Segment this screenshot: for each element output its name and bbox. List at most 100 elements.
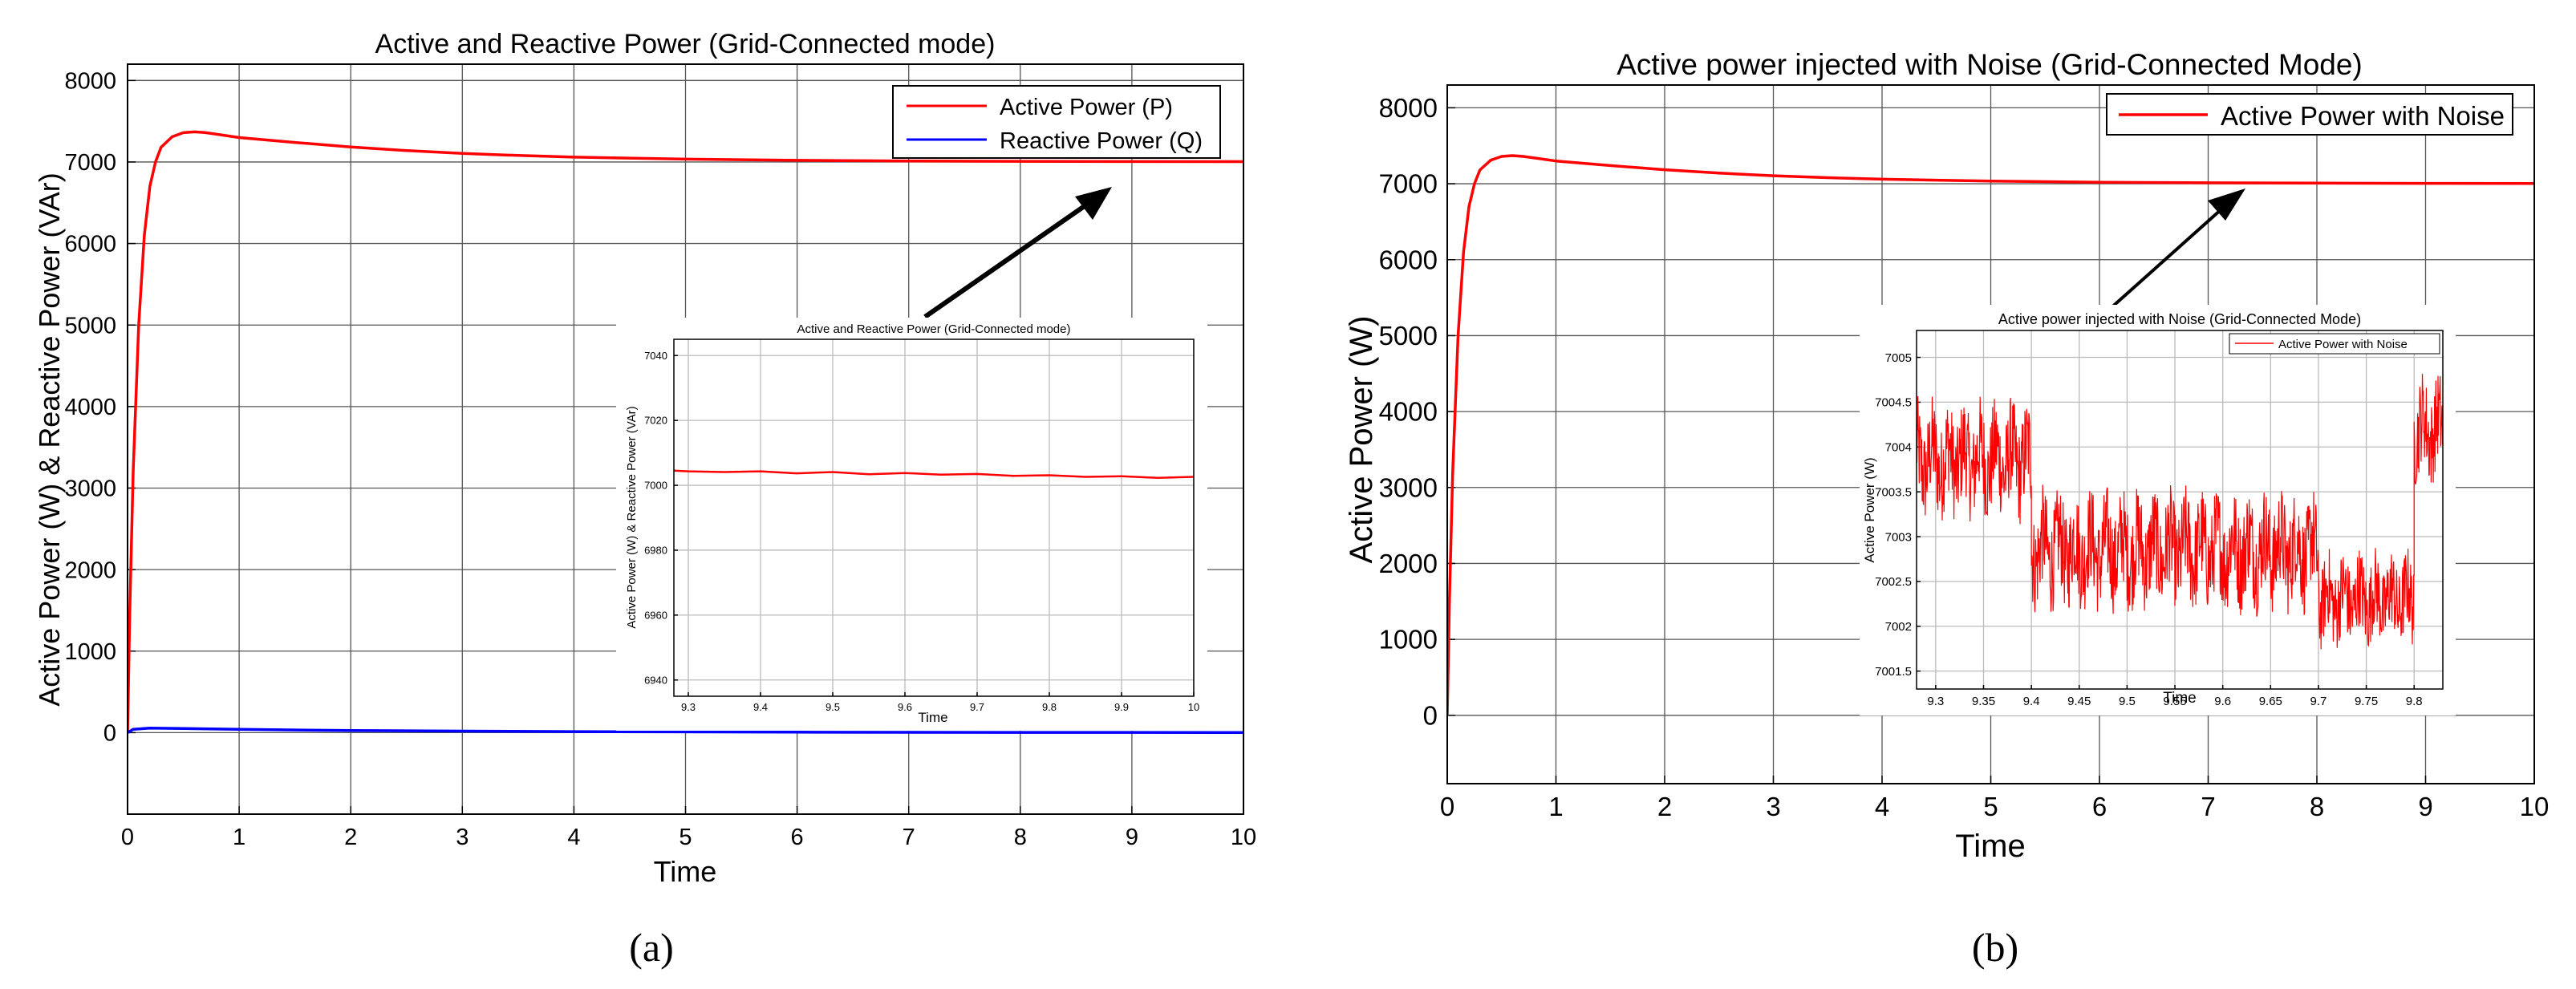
panel-a-x-tick-label: 6	[791, 825, 804, 850]
panel-a-series-active-power	[128, 130, 1243, 733]
panel-b-series	[1447, 154, 2534, 715]
panel-b-inset-legend: Active Power with Noise	[2229, 333, 2440, 355]
panel-a-x-tick-label: 9	[1126, 825, 1138, 850]
panel-a-inset-x-tick-label: 9.5	[826, 701, 840, 713]
panel-b-x-tick-label: 10	[2520, 792, 2550, 821]
panel-a: Active and Reactive Power (Grid-Connecte…	[33, 29, 1256, 888]
panel-a-series-reactive-power	[128, 727, 1243, 734]
panel-a-y-tick-label: 0	[103, 721, 116, 747]
panel-b-x-tick-label: 3	[1766, 792, 1780, 821]
panel-b-zoom-arrow	[2107, 188, 2245, 311]
panel-b-legend-label: Active Power with Noise	[2221, 101, 2505, 131]
panel-a-inset-y-tick-label: 7000	[644, 480, 667, 492]
panel-a-inset-y-tick-label: 7020	[644, 415, 667, 427]
panel-a-inset-grid	[674, 339, 1195, 696]
panel-a-x-tick-label: 1	[233, 825, 245, 850]
panel-b-inset-x-tick-label: 9.3	[1927, 695, 1944, 708]
panel-a-y-tick-label: 8000	[64, 68, 116, 94]
panel-a-inset-title: Active and Reactive Power (Grid-Connecte…	[797, 322, 1071, 336]
panel-b-x-tick-label: 9	[2418, 792, 2432, 821]
panel-b-inset-x-tick-label: 9.5	[2119, 695, 2136, 708]
panel-a-inset-x-tick-label: 9.8	[1042, 701, 1057, 713]
panel-b-inset-y-tick-label: 7003.5	[1875, 485, 1912, 499]
panel-b-y-tick-label: 3000	[1379, 472, 1438, 502]
panel-b-inset-frame	[1916, 330, 2444, 690]
panel-b-inset-y-tick-label: 7004.5	[1875, 396, 1912, 410]
panel-a-y-tick-label: 6000	[64, 232, 116, 257]
panel-b-inset-y-tick-label: 7005	[1885, 351, 1912, 365]
panel-b-inset-x-axis-label: Time	[2163, 690, 2197, 707]
panel-a-y-ticks: 0 1000 2000 3000 4000 5000 6000 7000 8000	[64, 68, 136, 747]
panel-a-legend-label-q: Reactive Power (Q)	[1000, 128, 1203, 154]
panel-a-inset-background	[616, 318, 1207, 731]
panel-b-inset-legend-label: Active Power with Noise	[2278, 338, 2408, 351]
panel-b-inset-y-tick-label: 7003	[1885, 530, 1912, 544]
panel-a-y-tick-label: 7000	[64, 150, 116, 176]
panel-b-inset-x-ticks: 9.3 9.35 9.4 9.45 9.5 9.55 9.6 9.65 9.7 9.75 9.8	[1927, 685, 2423, 708]
caption-a: (a)	[629, 925, 674, 970]
panel-b-inset-x-tick-label: 9.6	[2214, 695, 2231, 708]
panel-b-inset: Active power injected with Noise (Grid-C…	[1860, 305, 2456, 715]
panel-a-inset-x-tick-label: 9.4	[753, 701, 768, 713]
panel-b-y-tick-label: 0	[1423, 700, 1438, 730]
panel-b-x-tick-label: 4	[1875, 792, 1889, 821]
panel-b-y-tick-label: 7000	[1379, 169, 1438, 199]
panel-a-x-tick-label: 8	[1014, 825, 1027, 850]
panel-a-inset-x-tick-label: 9.7	[970, 701, 984, 713]
panel-b-title: Active power injected with Noise (Grid-C…	[1617, 48, 2363, 81]
panel-b-inset-x-tick-label: 9.8	[2406, 695, 2423, 708]
panel-b-inset-y-tick-label: 7002	[1885, 620, 1912, 634]
panel-b-y-axis-label: Active Power (W)	[1344, 316, 1379, 564]
panel-b-inset-title: Active power injected with Noise (Grid-C…	[1998, 311, 2361, 327]
panel-a-legend: Active Power (P) Reactive Power (Q)	[892, 85, 1221, 159]
panel-b-inset-y-ticks: 7001.5 7002 7002.5 7003 7003.5 7004 7004.5 7005	[1875, 351, 1921, 679]
panel-a-y-tick-label: 5000	[64, 313, 116, 338]
panel-b-y-ticks: 0 1000 2000 3000 4000 5000 6000 7000 8000	[1379, 93, 1455, 730]
panel-b-y-tick-label: 4000	[1379, 397, 1438, 427]
panel-a-inset-y-tick-label: 7040	[644, 350, 667, 362]
panel-b-y-tick-label: 5000	[1379, 321, 1438, 351]
panel-b-inset-x-tick-label: 9.55	[2163, 695, 2186, 708]
panel-b-x-tick-label: 6	[2092, 792, 2107, 821]
panel-a-inset-x-tick-label: 9.6	[898, 701, 912, 713]
panel-a-inset-x-tick-label: 9.3	[681, 701, 696, 713]
panel-b-inset-series	[1917, 374, 2443, 650]
panel-b-y-tick-label: 1000	[1379, 625, 1438, 655]
panel-a-inset-x-tick-label: 9.9	[1114, 701, 1129, 713]
panel-a-x-tick-label: 2	[344, 825, 357, 850]
panel-a-x-tick-label: 0	[121, 825, 134, 850]
panel-b-legend: Active Power with Noise	[2106, 93, 2513, 136]
panel-b: Active power injected with Noise (Grid-C…	[1344, 48, 2549, 864]
caption-b: (b)	[1972, 925, 2018, 970]
panel-a-y-tick-label: 2000	[64, 557, 116, 583]
panel-a-title: Active and Reactive Power (Grid-Connecte…	[375, 29, 996, 59]
panel-a-y-tick-label: 4000	[64, 395, 116, 420]
panel-a-x-ticks: 0 1 2 3 4 5 6 7 8 9 10	[121, 806, 1256, 850]
panel-b-x-axis-label: Time	[1955, 829, 2025, 864]
panel-b-x-tick-label: 8	[2310, 792, 2324, 821]
panel-b-inset-x-tick-label: 9.75	[2355, 695, 2378, 708]
panel-b-series-active-power-noise	[1447, 154, 2534, 715]
panel-a-inset-series-active-power	[674, 469, 1194, 479]
panel-a-y-tick-label: 1000	[64, 639, 116, 665]
panel-b-x-tick-label: 0	[1440, 792, 1454, 821]
panel-a-y-tick-label: 3000	[64, 476, 116, 502]
panel-b-inset-y-tick-label: 7004	[1885, 441, 1912, 455]
panel-a-series	[128, 130, 1243, 734]
panel-b-y-tick-label: 6000	[1379, 245, 1438, 274]
panel-b-inset-x-tick-label: 9.7	[2310, 695, 2327, 708]
panel-a-inset: Active and Reactive Power (Grid-Connecte…	[616, 318, 1207, 731]
panel-a-x-tick-label: 5	[679, 825, 692, 850]
panel-a-y-axis-label: Active Power (W) & Reactive Power (VAr)	[33, 172, 66, 706]
panel-b-x-tick-label: 1	[1548, 792, 1563, 821]
panel-a-x-axis-label: Time	[654, 855, 717, 888]
panel-a-plot-frame	[127, 63, 1244, 815]
panel-b-inset-x-tick-label: 9.4	[2023, 695, 2040, 708]
panel-b-x-tick-label: 2	[1657, 792, 1672, 821]
panel-a-inset-y-ticks: 6940 6960 6980 7000 7020 7040	[644, 350, 678, 686]
panel-b-plot-frame	[1446, 84, 2535, 784]
panel-b-inset-y-tick-label: 7001.5	[1875, 665, 1912, 679]
panel-b-x-tick-label: 5	[1983, 792, 1998, 821]
panel-a-inset-y-tick-label: 6960	[644, 609, 667, 621]
